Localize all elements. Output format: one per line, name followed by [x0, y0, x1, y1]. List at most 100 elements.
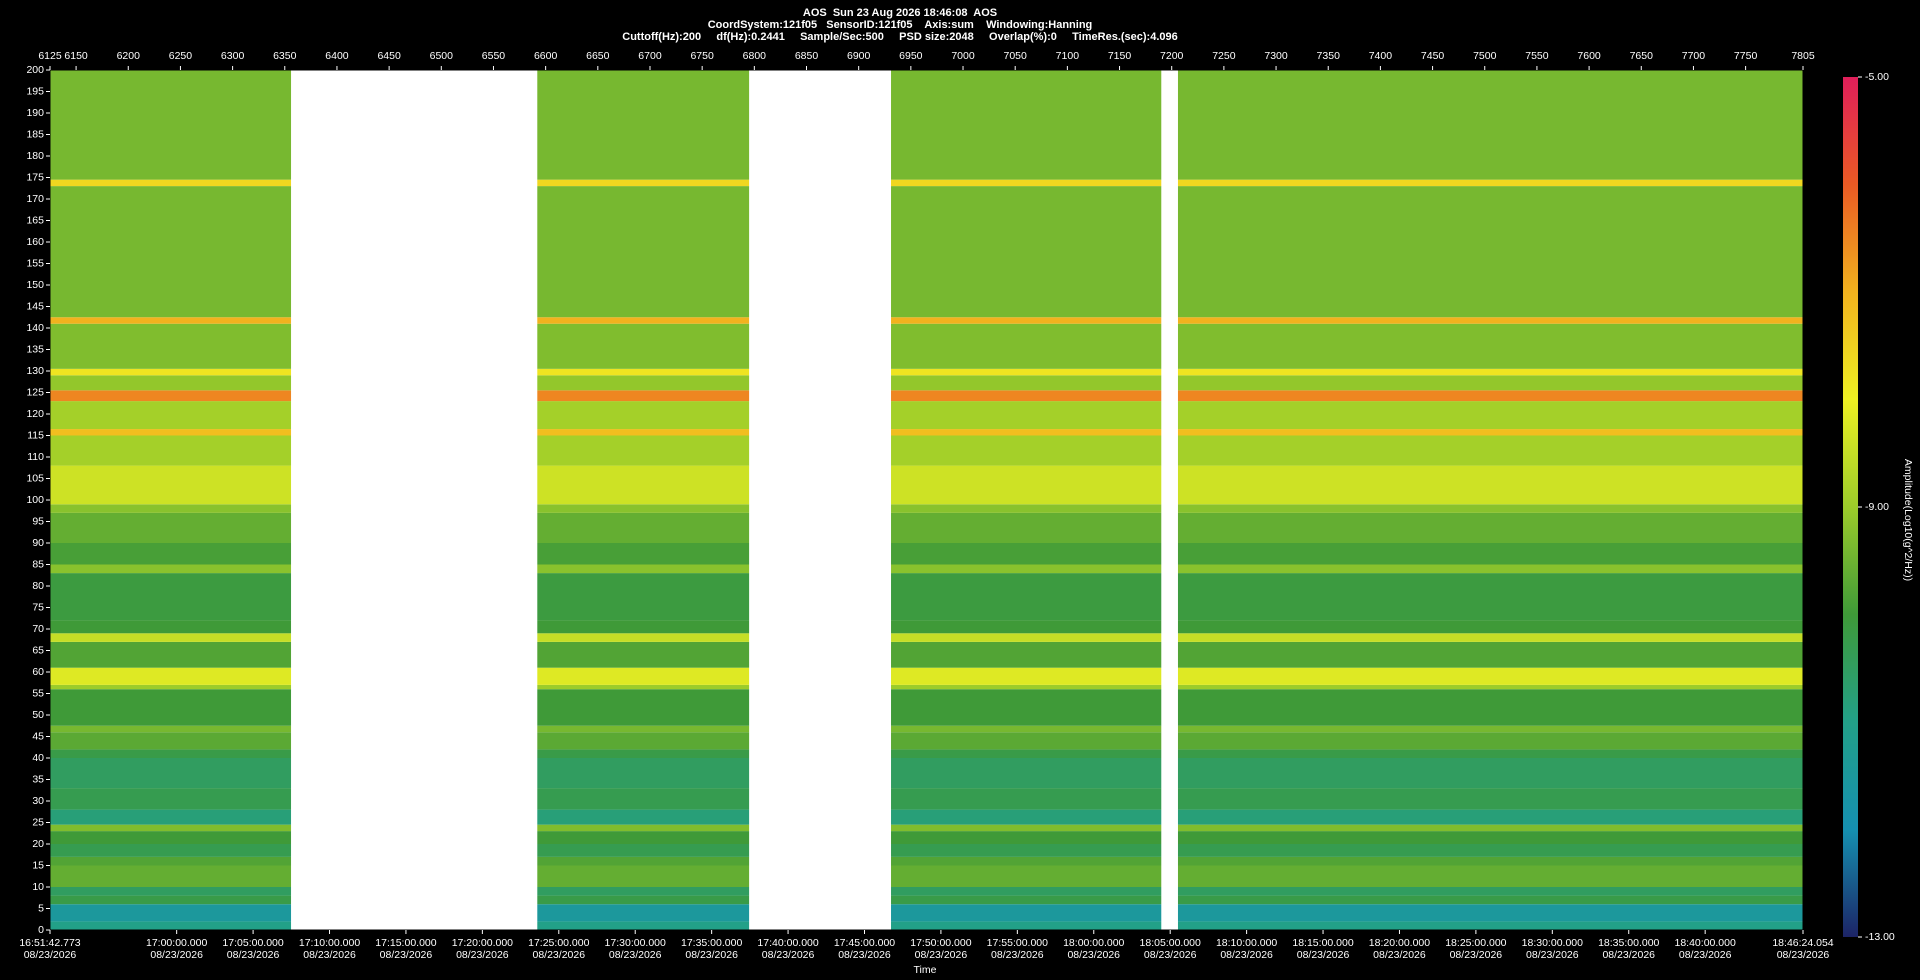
heatmap-cell: [50, 725, 292, 733]
y-tick-label: 30: [32, 795, 44, 807]
time-tick-date: 08/23/2026: [915, 949, 968, 961]
heatmap-cell: [537, 844, 750, 857]
y-tick-label: 10: [32, 881, 44, 893]
y-tick-label: 115: [27, 429, 44, 441]
heatmap-cell: [50, 758, 292, 789]
heatmap-cell: [891, 504, 1162, 513]
heatmap-cell: [1177, 856, 1803, 866]
heatmap-cell: [50, 921, 292, 930]
heatmap-cell: [1177, 725, 1803, 733]
heatmap-cell: [50, 179, 292, 187]
heatmap-cell: [891, 856, 1162, 866]
heatmap-cell: [50, 824, 292, 832]
heatmap-cell: [537, 788, 750, 810]
heatmap-cell: [50, 504, 292, 513]
time-tick-label: 17:25:00.000: [528, 937, 589, 949]
y-tick-label: 110: [27, 451, 44, 463]
time-tick-label: 17:05:00.000: [222, 937, 283, 949]
heatmap-cell: [50, 70, 292, 180]
heatmap-cell: [1177, 865, 1803, 887]
heatmap-cell: [537, 429, 750, 436]
heatmap-cell: [1177, 186, 1803, 318]
time-tick-label: 17:55:00.000: [987, 937, 1048, 949]
heatmap-cell: [1177, 390, 1803, 402]
time-tick-date: 08/23/2026: [227, 949, 280, 961]
heatmap-cell: [537, 865, 750, 887]
x-tick-label: 6600: [534, 50, 558, 62]
heatmap-cell: [1177, 429, 1803, 436]
y-tick-label: 145: [26, 300, 44, 312]
y-tick-label: 0: [38, 924, 44, 936]
heatmap-cell: [537, 689, 750, 726]
y-tick-label: 45: [32, 730, 44, 742]
heatmap-cell: [891, 641, 1162, 668]
time-tick-date: 08/23/2026: [303, 949, 356, 961]
x-tick-label: 7000: [951, 50, 975, 62]
y-tick-label: 175: [26, 171, 44, 183]
y-tick-label: 80: [32, 580, 44, 592]
heatmap-cell: [891, 186, 1162, 318]
heatmap-cell: [50, 689, 292, 726]
heatmap-cell: [50, 633, 292, 642]
heatmap-cell: [50, 620, 292, 634]
heatmap-cell: [891, 895, 1162, 905]
heatmap-cell: [1177, 684, 1803, 690]
y-tick-label: 180: [26, 150, 44, 162]
heatmap-cell: [891, 749, 1162, 758]
heatmap-cell: [1177, 921, 1803, 930]
time-tick-date: 08/23/2026: [150, 949, 203, 961]
heatmap-cell: [1177, 895, 1803, 905]
heatmap-cell: [1177, 809, 1803, 825]
y-tick-label: 35: [32, 773, 44, 785]
heatmap-cell: [891, 809, 1162, 825]
x-axis-label: Time: [914, 964, 937, 976]
x-tick-label: 7805: [1791, 50, 1815, 62]
y-tick-label: 50: [32, 709, 44, 721]
heatmap-cell: [891, 179, 1162, 187]
heatmap-cell: [1177, 375, 1803, 391]
heatmap-cell: [891, 390, 1162, 402]
time-tick-date: 08/23/2026: [762, 949, 815, 961]
heatmap-cell: [537, 725, 750, 733]
heatmap-cell: [50, 895, 292, 905]
time-tick-label: 17:50:00.000: [910, 937, 971, 949]
heatmap-cell: [1177, 401, 1803, 430]
heatmap-cell: [50, 435, 292, 466]
time-tick-date: 08/23/2026: [24, 949, 77, 961]
heatmap-cell: [537, 904, 750, 922]
heatmap-cell: [891, 904, 1162, 922]
y-tick-label: 100: [26, 494, 44, 506]
heatmap-cell: [537, 831, 750, 844]
time-tick-label: 17:40:00.000: [757, 937, 818, 949]
time-tick-date: 08/23/2026: [1450, 949, 1503, 961]
x-tick-label: 7450: [1421, 50, 1445, 62]
time-tick-date: 08/23/2026: [380, 949, 433, 961]
heatmap-cell: [50, 865, 292, 887]
heatmap-cell: [50, 732, 292, 750]
heatmap-cell: [537, 504, 750, 513]
heatmap-cell: [537, 921, 750, 930]
heatmap-cell: [537, 323, 750, 369]
heatmap-cell: [50, 375, 292, 391]
x-tick-label: 7300: [1264, 50, 1288, 62]
y-tick-label: 65: [32, 644, 44, 656]
heatmap-cell: [891, 887, 1162, 896]
heatmap-cell: [1177, 887, 1803, 896]
y-tick-label: 95: [32, 515, 44, 527]
heatmap-cell: [891, 368, 1162, 376]
heatmap-cell: [537, 895, 750, 905]
chart-subtitle: Cuttoff(Hz):200 df(Hz):0.2441 Sample/Sec…: [622, 31, 1178, 43]
y-tick-label: 185: [26, 128, 44, 140]
x-tick-label: 7400: [1369, 50, 1393, 62]
heatmap-cell: [537, 887, 750, 896]
x-tick-label: 6900: [847, 50, 871, 62]
heatmap-cell: [537, 368, 750, 376]
y-tick-label: 155: [26, 257, 44, 269]
heatmap-cell: [1177, 844, 1803, 857]
x-tick-label: 6850: [795, 50, 819, 62]
y-tick-label: 120: [26, 408, 44, 420]
heatmap-cell: [50, 429, 292, 436]
heatmap-cell: [891, 564, 1162, 574]
x-tick-label: 6700: [638, 50, 662, 62]
